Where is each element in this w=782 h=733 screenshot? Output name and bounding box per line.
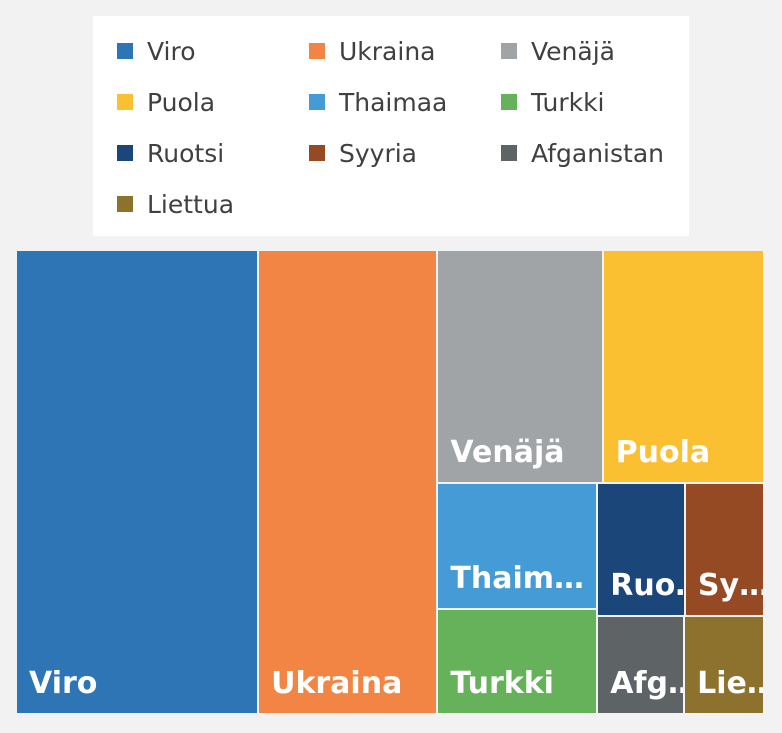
tile-label: Lie…	[697, 665, 763, 701]
legend-swatch	[117, 196, 133, 212]
legend-item-viro: Viro	[117, 36, 196, 66]
legend-item-thaimaa: Thaimaa	[309, 87, 447, 117]
legend-swatch	[309, 94, 325, 110]
legend-swatch	[117, 145, 133, 161]
legend-label: Afganistan	[531, 138, 664, 168]
tile-label: Turkki	[450, 665, 554, 701]
legend-label: Ukraina	[339, 36, 436, 66]
legend-swatch	[501, 43, 517, 59]
tile-label: Afg…	[610, 665, 683, 701]
treemap-tile-afganistan: Afg…	[598, 617, 684, 713]
tile-label: Puola	[615, 435, 711, 471]
legend-label: Venäjä	[531, 36, 615, 66]
legend-item-turkki: Turkki	[501, 87, 605, 117]
treemap-tile-ruotsi: Ruo…	[598, 484, 684, 616]
legend-item-ukraina: Ukraina	[309, 36, 435, 66]
treemap-tile-thaimaa: Thaim…	[438, 484, 597, 609]
legend-item-puola: Puola	[117, 87, 215, 117]
legend-swatch	[309, 145, 325, 161]
legend-swatch	[309, 43, 325, 59]
tile-label: Ukraina	[271, 666, 403, 701]
legend-swatch	[501, 145, 517, 161]
treemap-tile-venaja: Venäjä	[438, 251, 602, 483]
legend-label: Thaimaa	[339, 87, 448, 117]
legend-item-venaja: Venäjä	[501, 36, 615, 66]
legend-item-syyria: Syyria	[309, 138, 417, 168]
legend-item-ruotsi: Ruotsi	[117, 138, 224, 168]
legend-label: Syyria	[339, 138, 418, 168]
tile-label: Sy…	[697, 568, 763, 604]
legend-label: Puola	[147, 87, 216, 117]
legend-label: Turkki	[531, 87, 605, 117]
tile-label: Venäjä	[450, 435, 565, 471]
legend-label: Ruotsi	[147, 138, 225, 168]
treemap-tile-turkki: Turkki	[438, 610, 597, 713]
legend-item-afganistan: Afganistan	[501, 138, 664, 168]
legend-item-liettua: Liettua	[117, 189, 234, 219]
treemap-tile-syyria: Sy…	[685, 484, 763, 616]
legend-label: Viro	[147, 36, 196, 66]
legend-swatch	[117, 43, 133, 59]
legend-swatch	[501, 94, 517, 110]
treemap-tile-ukraina: Ukraina	[259, 251, 437, 713]
legend-swatch	[117, 94, 133, 110]
tile-label: Thaim…	[450, 561, 585, 597]
tile-label: Ruo…	[610, 568, 684, 604]
legend-label: Liettua	[147, 189, 235, 219]
tile-label: Viro	[29, 666, 98, 701]
treemap-tile-puola: Puola	[603, 251, 763, 483]
treemap-tile-liettua: Lie…	[685, 617, 763, 713]
treemap-tile-viro: Viro	[17, 251, 258, 713]
legend: Viro Ukraina Venäjä Puola Thaimaa Turkki Ruots…	[93, 16, 689, 236]
